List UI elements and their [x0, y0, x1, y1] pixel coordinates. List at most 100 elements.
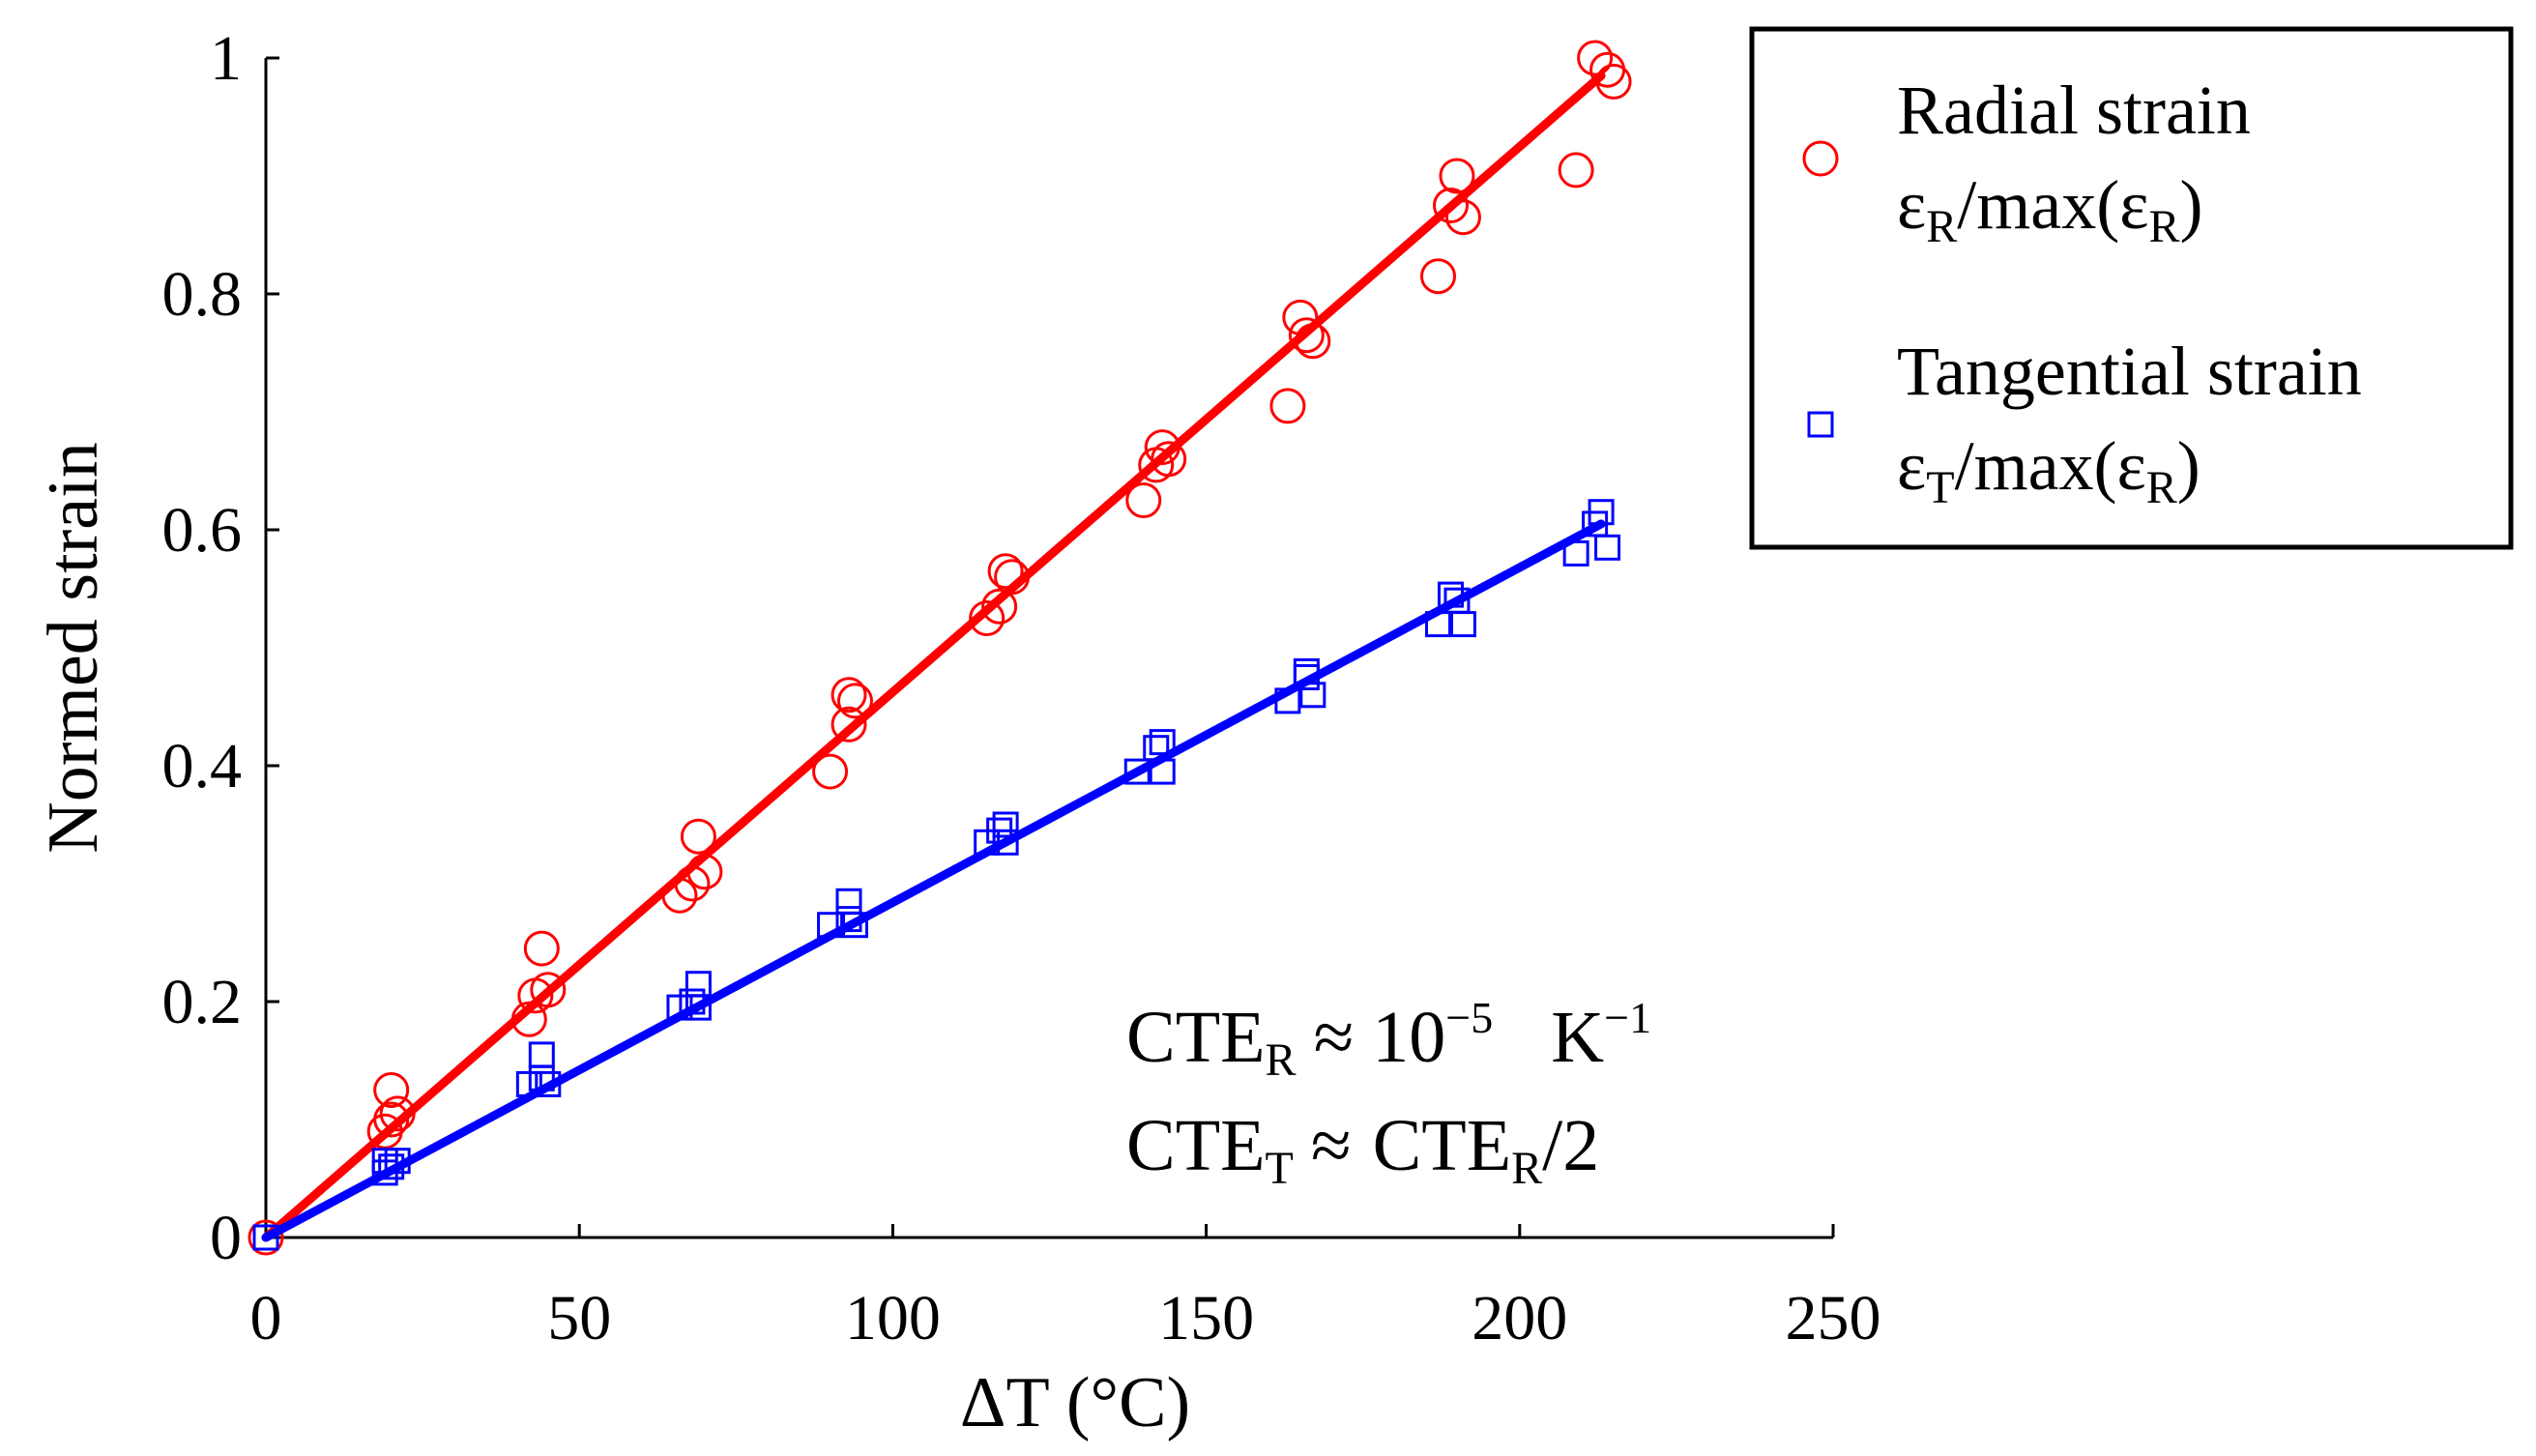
radial-point-2 — [373, 1101, 410, 1138]
radial-point-16 — [836, 683, 873, 719]
legend-radial-symbol: ε — [1897, 166, 1926, 244]
y-tick-label-5: 1 — [210, 23, 242, 94]
legend-radial-rest: /max(ε — [1957, 166, 2148, 244]
radial-point-34 — [1577, 40, 1614, 76]
y-tick-label-3: 0.6 — [162, 495, 243, 566]
tangential-point-10 — [679, 988, 706, 1015]
tangential-point-13 — [817, 912, 844, 939]
tangential-point-25 — [1274, 687, 1301, 714]
radial-point-31 — [1439, 158, 1475, 194]
x-tick-label-4: 200 — [1472, 1283, 1567, 1354]
axes: 0 50 100 150 200 250 0 0.2 0.4 0.6 0.8 1 — [162, 23, 1881, 1354]
tangential-point-35 — [1588, 499, 1615, 526]
tangential-series — [252, 499, 1621, 1251]
tangential-point-15 — [835, 906, 862, 933]
legend-tangential-symbol: ε — [1897, 427, 1926, 505]
tangential-point-19 — [992, 811, 1019, 838]
tangential-point-30 — [1437, 581, 1464, 608]
radial-point-17 — [969, 600, 1006, 636]
y-tick-label-0: 0 — [210, 1203, 242, 1273]
tangential-point-32 — [1449, 611, 1476, 638]
annot2-base: CTE — [1126, 1105, 1266, 1186]
x-tick-label-0: 0 — [250, 1283, 282, 1354]
radial-point-0 — [248, 1219, 284, 1256]
legend-radial-sub2: R — [2148, 201, 2179, 252]
radial-point-30 — [1432, 188, 1469, 223]
radial-point-4 — [379, 1095, 416, 1132]
annot1-op: ≈ 10 — [1314, 997, 1446, 1078]
radial-point-7 — [523, 930, 560, 967]
tangential-point-3 — [378, 1153, 405, 1180]
radial-point-28 — [1295, 323, 1331, 360]
annotation-line-2: CTET ≈ CTER/2 — [1126, 1105, 1599, 1194]
radial-point-8 — [530, 972, 567, 1008]
tangential-point-12 — [685, 994, 712, 1021]
legend-tangential-sub2: R — [2146, 462, 2177, 513]
annotation-line-1: CTER ≈ 10−5 K−1 — [1126, 993, 1651, 1086]
radial-point-14 — [831, 706, 867, 743]
radial-point-9 — [661, 877, 698, 914]
x-tick-label-2: 100 — [845, 1283, 941, 1354]
legend-tangential-sub: T — [1926, 462, 1954, 513]
cte-annotation: CTER ≈ 10−5 K−1 CTET ≈ CTER/2 — [1126, 993, 1651, 1194]
tangential-point-28 — [1299, 682, 1326, 709]
y-axis-title: Normed strain — [34, 442, 113, 853]
legend-radial-name: Radial strain — [1897, 72, 2251, 149]
radial-point-29 — [1420, 258, 1457, 295]
annot1-sub: R — [1266, 1034, 1297, 1086]
tangential-point-14 — [835, 888, 862, 915]
tangential-point-36 — [1594, 534, 1621, 561]
radial-point-32 — [1444, 199, 1481, 236]
legend-radial-marker — [1802, 140, 1839, 177]
annot2-sub: T — [1266, 1143, 1294, 1194]
series-layer — [248, 40, 1632, 1256]
radial-point-18 — [981, 588, 1018, 625]
radial-fit-line — [261, 71, 1606, 1242]
annot2-rhs-base: CTE — [1373, 1105, 1512, 1186]
tangential-point-8 — [535, 1070, 562, 1097]
radial-point-15 — [831, 677, 867, 713]
tangential-point-7 — [528, 1041, 555, 1068]
tangential-fit-line — [261, 519, 1606, 1242]
radial-point-33 — [1558, 152, 1594, 189]
tangential-point-0 — [252, 1224, 279, 1251]
x-tick-label-5: 250 — [1786, 1283, 1881, 1354]
radial-point-5 — [510, 1001, 547, 1037]
radial-point-26 — [1282, 299, 1319, 335]
tangential-point-21 — [1123, 758, 1151, 785]
radial-point-20 — [994, 559, 1031, 596]
x-tick-label-1: 50 — [547, 1283, 611, 1354]
radial-series — [248, 40, 1632, 1256]
y-tick-label-1: 0.2 — [162, 967, 243, 1037]
annot1-unit-sup: −1 — [1604, 993, 1651, 1042]
radial-point-27 — [1288, 317, 1325, 354]
legend-box — [1749, 26, 2514, 550]
y-ticks: 0 0.2 0.4 0.6 0.8 1 — [162, 23, 279, 1273]
tangential-point-11 — [685, 971, 712, 998]
radial-point-19 — [987, 553, 1024, 590]
y-tick-label-2: 0.4 — [162, 731, 243, 801]
x-tick-label-3: 150 — [1158, 1283, 1254, 1354]
tangential-point-23 — [1149, 729, 1176, 756]
radial-point-13 — [812, 753, 849, 790]
annot2-rhs-sub: R — [1511, 1143, 1542, 1194]
legend-tangential-rest: /max(ε — [1955, 427, 2146, 505]
y-tick-label-4: 0.8 — [162, 259, 243, 330]
radial-point-3 — [373, 1072, 410, 1108]
tangential-point-29 — [1425, 611, 1452, 638]
legend-radial-close: ) — [2179, 166, 2202, 244]
radial-point-12 — [686, 854, 723, 890]
legend: Radial strain εR/max(εR) Tangential stra… — [1749, 26, 2514, 550]
tangential-point-33 — [1562, 539, 1589, 567]
radial-point-24 — [1151, 441, 1187, 478]
legend-tangential-formula: εT/max(εR) — [1897, 427, 2201, 513]
tangential-point-20 — [992, 829, 1019, 856]
annot1-base: CTE — [1126, 997, 1266, 1078]
x-ticks: 0 50 100 150 200 250 — [250, 1224, 1881, 1354]
tangential-point-4 — [384, 1148, 411, 1175]
radial-point-21 — [1125, 482, 1162, 518]
legend-tangential-name: Tangential strain — [1897, 333, 2362, 410]
radial-point-25 — [1269, 388, 1306, 424]
tangential-point-16 — [841, 912, 868, 939]
